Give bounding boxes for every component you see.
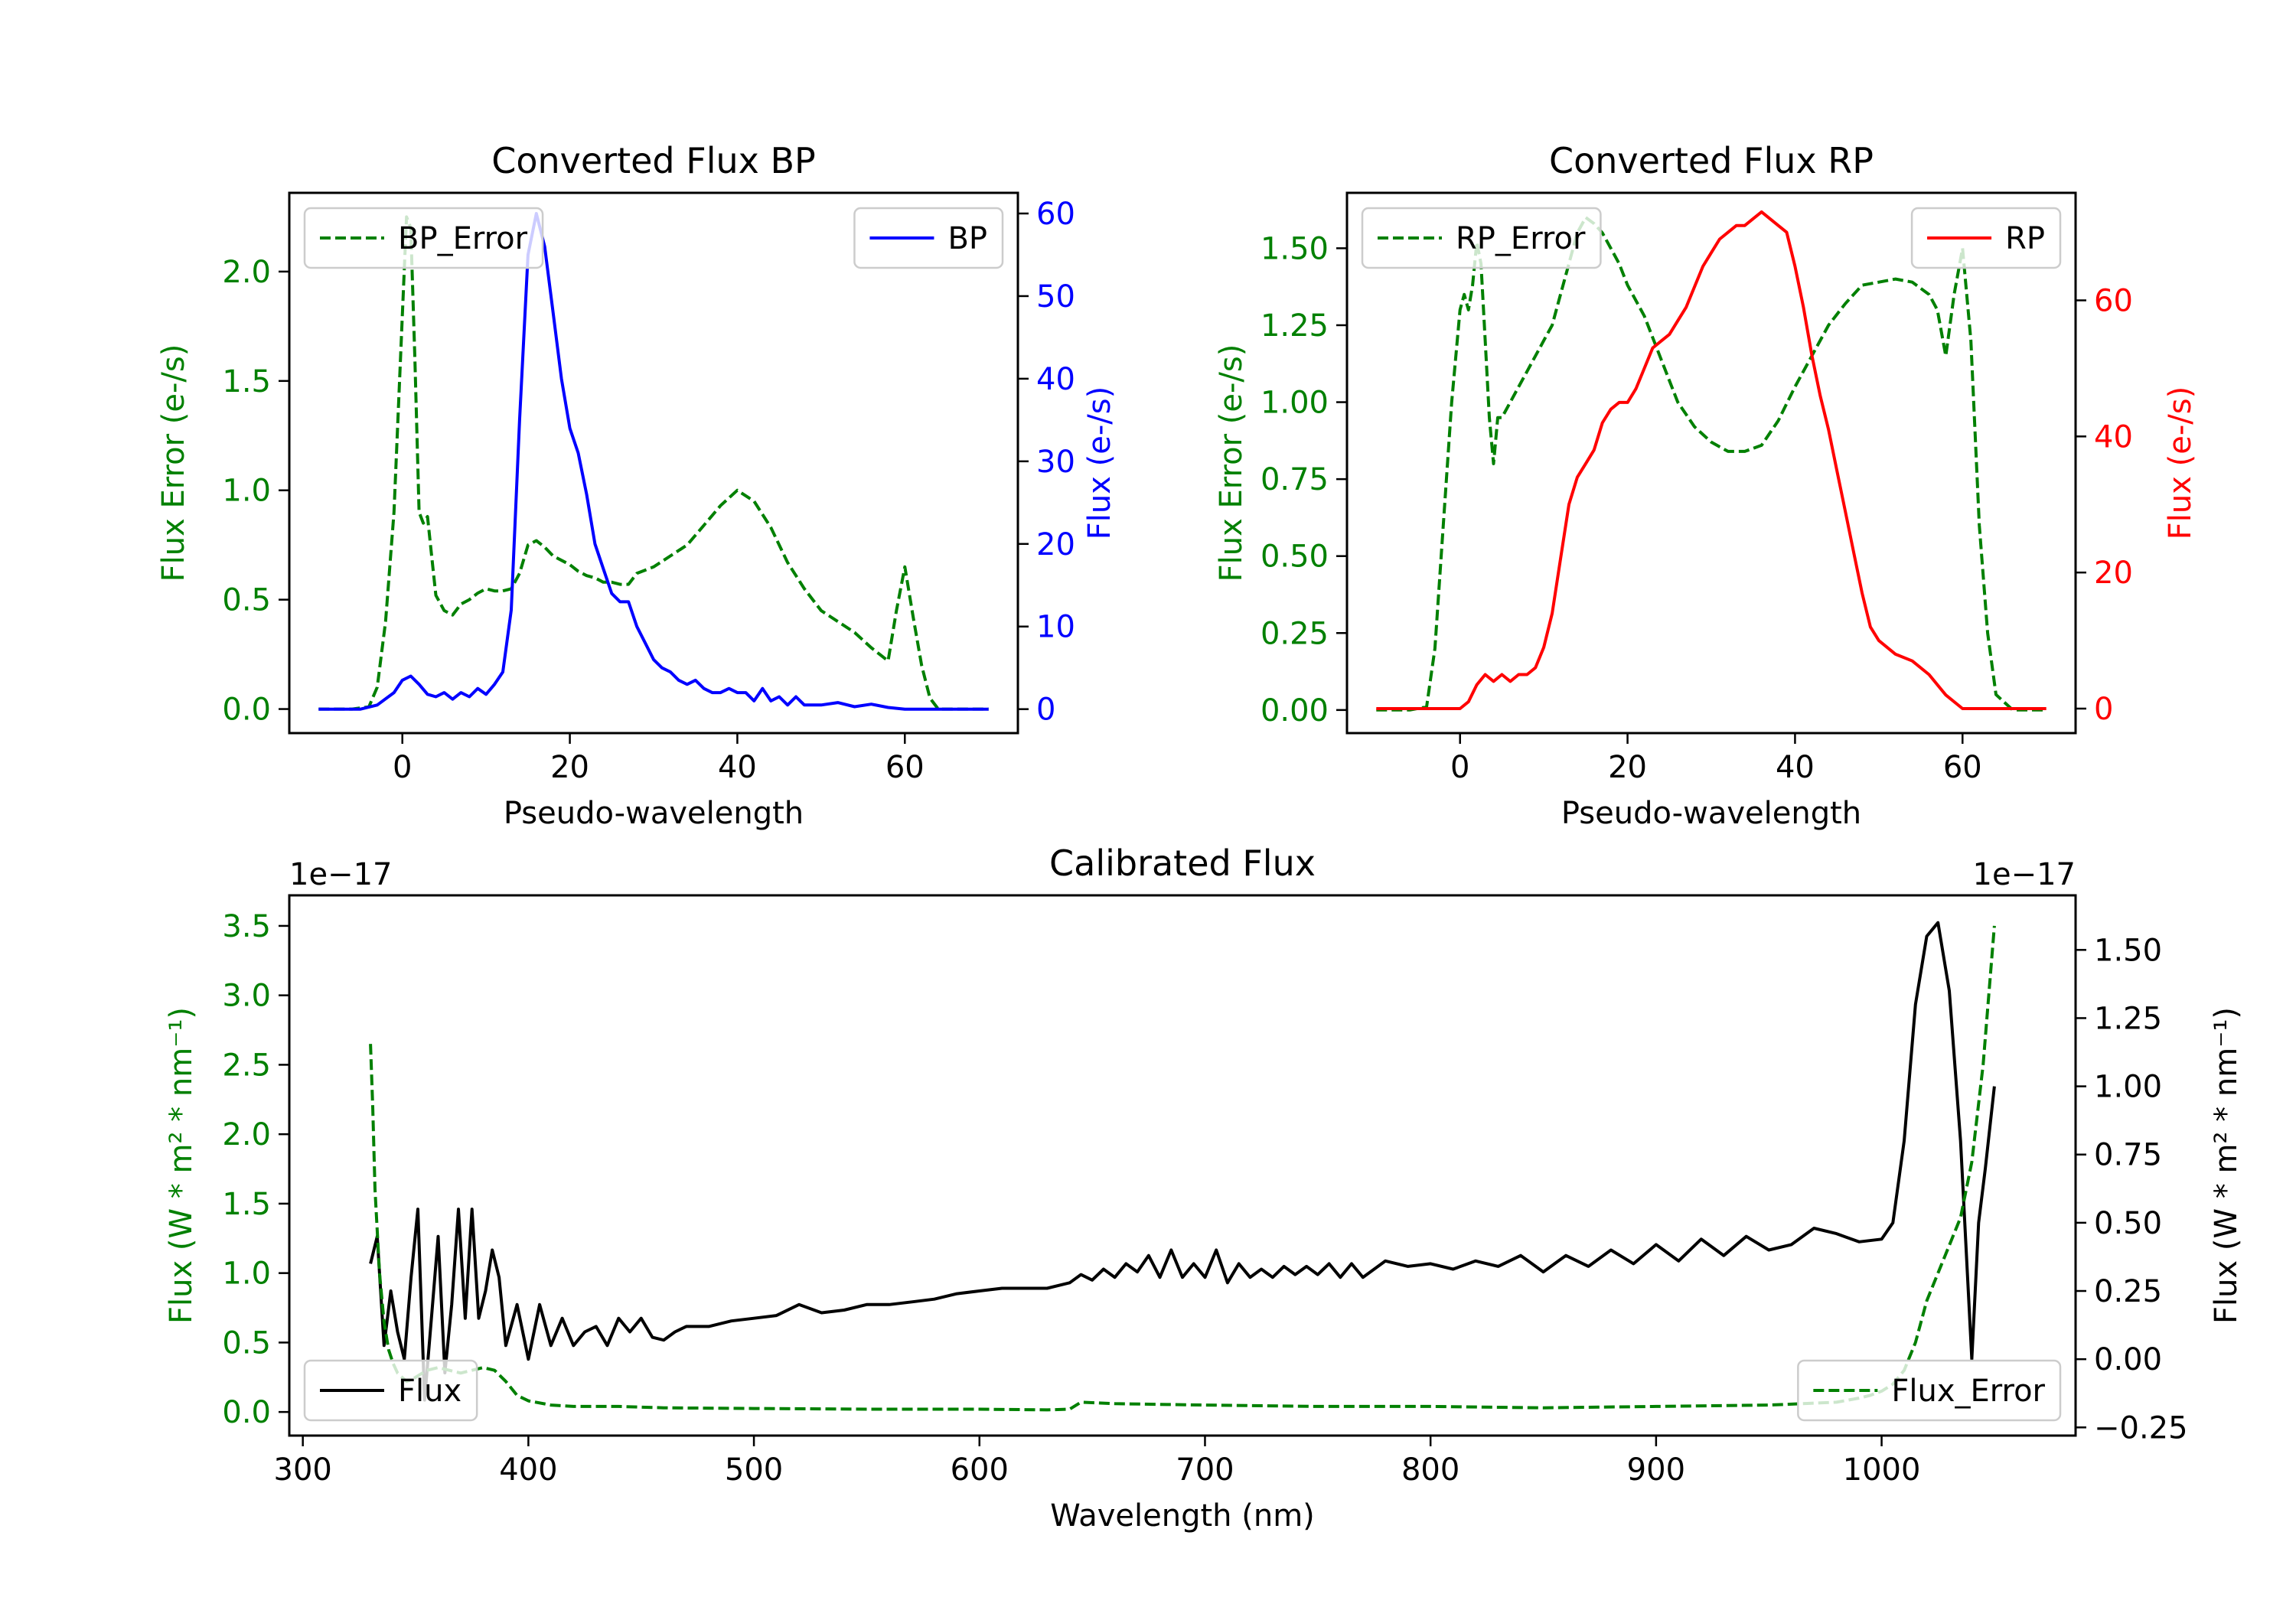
right-y-tick-label: 0.50 <box>2094 1206 2162 1241</box>
plot-frame <box>288 191 1019 735</box>
right-y-axis-label: Flux (W * m² * nm⁻¹) <box>2209 1007 2244 1324</box>
left-y-tick-label: 3.0 <box>222 979 271 1014</box>
x-tick-label: 60 <box>885 750 925 785</box>
legend-label: BP_Error <box>398 221 528 256</box>
left-y-tick-label: 1.5 <box>222 1187 271 1222</box>
right-y-tick-label: 60 <box>1036 197 1075 232</box>
right-y-tick-label: 50 <box>1036 279 1075 315</box>
x-tick-label: 20 <box>550 750 589 785</box>
right-y-tick-label: 0 <box>2094 692 2113 727</box>
x-tick-label: 40 <box>718 750 757 785</box>
rp-chart: 0 20 40 60 0.00 0.25 0.50 0.75 1.00 1.25 1.50 0 20 40… <box>1214 140 2198 831</box>
left-y-tick-label: 0.75 <box>1261 462 1329 497</box>
right-y-tick-label: 1.50 <box>2094 933 2162 968</box>
right-y-tick-label: 0.75 <box>2094 1138 2162 1173</box>
left-y-tick-label: 0.5 <box>222 583 271 618</box>
legend-label: BP <box>947 221 987 256</box>
series-line-bp <box>318 212 989 711</box>
x-tick-label: 0 <box>393 750 412 785</box>
x-tick-label: 20 <box>1608 750 1647 785</box>
x-tick-label: 300 <box>274 1452 332 1488</box>
left-y-tick-label: 1.25 <box>1261 308 1329 344</box>
x-tick-label: 400 <box>499 1452 557 1488</box>
x-tick-label: 40 <box>1776 750 1815 785</box>
right-y-tick-label: 60 <box>2094 283 2133 318</box>
x-axis-label: Pseudo-wavelength <box>504 796 804 831</box>
x-tick-label: 800 <box>1401 1452 1459 1488</box>
chart-title: Calibrated Flux <box>1049 843 1316 884</box>
chart-title: Converted Flux BP <box>491 140 816 181</box>
left-y-tick-label: 0.50 <box>1261 539 1329 575</box>
plot-frame <box>288 894 2077 1437</box>
right-y-tick-label: 0 <box>1036 693 1055 728</box>
x-tick-label: 900 <box>1627 1452 1685 1488</box>
x-tick-label: 0 <box>1450 750 1469 785</box>
right-y-tick-label: 40 <box>1036 362 1075 397</box>
legend-box <box>303 207 544 269</box>
left-y-tick-label: 0.25 <box>1261 616 1329 651</box>
series-line-rp <box>1376 210 2047 710</box>
x-tick-label: 600 <box>951 1452 1009 1488</box>
legend-box <box>303 1359 478 1422</box>
right-y-tick-label: −0.25 <box>2094 1410 2188 1446</box>
series-line-flux <box>369 921 1996 1402</box>
right-y-tick-label: 40 <box>2094 419 2133 455</box>
left-y-axis-label: Flux Error (e-/s) <box>156 344 191 582</box>
chart-title: Converted Flux RP <box>1549 140 1874 181</box>
right-y-tick-label: 10 <box>1036 610 1075 645</box>
legend-label: RP_Error <box>1456 221 1586 256</box>
left-y-tick-label: 1.0 <box>222 1257 271 1292</box>
series-line-bp-error <box>318 215 989 711</box>
legend-box <box>1797 1359 2062 1422</box>
x-axis-label: Wavelength (nm) <box>1050 1498 1315 1534</box>
left-y-tick-label: 0.00 <box>1261 693 1329 729</box>
right-offset-text: 1e−17 <box>1973 857 2076 892</box>
x-tick-label: 700 <box>1176 1452 1234 1488</box>
right-y-axis-label: Flux (e-/s) <box>1082 386 1117 539</box>
left-y-tick-label: 1.5 <box>222 364 271 399</box>
left-y-tick-label: 2.0 <box>222 1117 271 1152</box>
left-y-tick-label: 1.0 <box>222 474 271 509</box>
x-tick-label: 500 <box>725 1452 783 1488</box>
legend-label: Flux <box>398 1374 461 1409</box>
right-y-tick-label: 20 <box>2094 556 2133 591</box>
bp-chart: 0 20 40 60 0.0 0.5 1.0 1.5 2.0 0 10 20 30 40 50 60 Conve… <box>156 140 1117 831</box>
right-y-tick-label: 0.00 <box>2094 1342 2162 1377</box>
left-y-tick-label: 0.0 <box>222 693 271 728</box>
right-y-tick-label: 0.25 <box>2094 1274 2162 1309</box>
left-y-tick-label: 1.00 <box>1261 386 1329 421</box>
left-y-tick-label: 1.50 <box>1261 231 1329 266</box>
right-y-tick-label: 1.00 <box>2094 1070 2162 1105</box>
legend-label: RP <box>2005 221 2045 256</box>
legend-box <box>1361 207 1602 269</box>
right-y-tick-label: 30 <box>1036 445 1075 480</box>
x-axis-label: Pseudo-wavelength <box>1561 796 1861 831</box>
calibrated-flux-chart: 300 400 500 600 700 800 900 1000 0.0 0.5 1.0 1.5 2.0… <box>164 843 2244 1534</box>
left-y-tick-label: 3.5 <box>222 909 271 944</box>
left-y-tick-label: 0.0 <box>222 1395 271 1430</box>
right-y-tick-label: 20 <box>1036 527 1075 562</box>
x-tick-label: 1000 <box>1843 1452 1921 1488</box>
legend-label: Flux_Error <box>1891 1374 2045 1409</box>
left-y-axis-label: Flux Error (e-/s) <box>1214 344 1249 582</box>
right-y-tick-label: 1.25 <box>2094 1001 2162 1036</box>
left-offset-text: 1e−17 <box>289 857 392 892</box>
left-y-tick-label: 2.0 <box>222 255 271 290</box>
plot-frame <box>1345 191 2077 735</box>
left-y-tick-label: 2.5 <box>222 1048 271 1083</box>
x-tick-label: 60 <box>1943 750 1982 785</box>
left-y-tick-label: 0.5 <box>222 1325 271 1361</box>
right-y-axis-label: Flux (e-/s) <box>2163 386 2198 539</box>
left-y-axis-label: Flux (W * m² * nm⁻¹) <box>164 1007 199 1324</box>
